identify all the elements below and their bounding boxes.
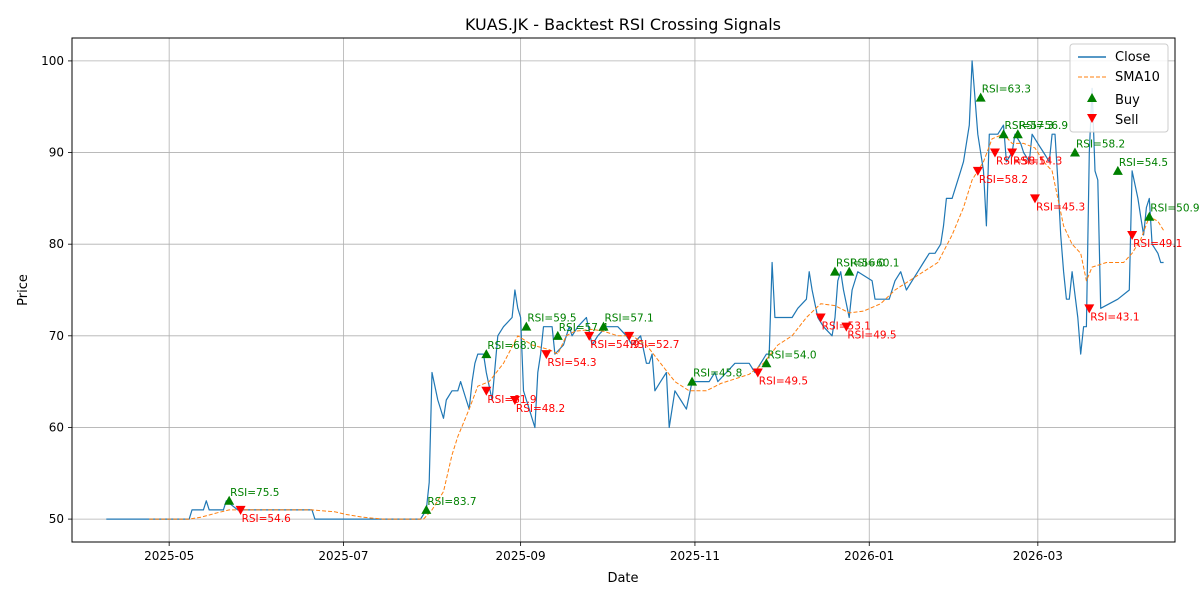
sell-signal-marker bbox=[841, 322, 852, 332]
buy-signal-label: RSI=54.0 bbox=[767, 349, 816, 361]
sell-signal-marker bbox=[624, 331, 635, 341]
buy-signal-label: RSI=57.1 bbox=[604, 313, 653, 325]
buy-signal-marker bbox=[224, 495, 235, 505]
buy-signal-marker bbox=[598, 321, 609, 331]
y-tick-label: 60 bbox=[49, 420, 64, 434]
y-axis-title: Price bbox=[16, 274, 31, 306]
y-tick-label: 50 bbox=[49, 512, 64, 526]
sell-signal-marker bbox=[1007, 148, 1018, 158]
buy-signal-marker bbox=[552, 330, 563, 340]
x-tick-label: 2026-01 bbox=[844, 549, 894, 563]
sell-signal-marker bbox=[1084, 304, 1095, 314]
buy-signal-marker bbox=[1112, 165, 1123, 175]
tick-layer: 2025-05 2025-07 2025-09 2025-11 2026-01 2026-… bbox=[41, 54, 1063, 563]
sell-signal-marker bbox=[584, 331, 595, 341]
sell-signal-label: RSI=49.5 bbox=[759, 375, 808, 387]
legend: Close SMA10 Buy Sell bbox=[1069, 43, 1169, 133]
sell-signal-label: RSI=54.3 bbox=[1013, 156, 1062, 168]
sell-signal-marker bbox=[972, 166, 983, 176]
sell-signal-marker bbox=[541, 350, 552, 360]
x-tick-label: 2025-11 bbox=[670, 549, 720, 563]
buy-signal-label: RSI=59.5 bbox=[527, 313, 576, 325]
buy-signal-label: RSI=58.2 bbox=[1076, 139, 1125, 151]
legend-sell-label: Sell bbox=[1115, 113, 1138, 128]
buy-signal-marker bbox=[975, 92, 986, 102]
sell-signal-marker bbox=[481, 386, 492, 396]
plot-frame bbox=[71, 37, 1176, 543]
legend-sma-label: SMA10 bbox=[1115, 70, 1160, 85]
sell-signal-marker bbox=[1127, 231, 1138, 241]
close-line bbox=[106, 60, 1164, 520]
legend-buy-label: Buy bbox=[1115, 93, 1140, 108]
sma10-line bbox=[149, 133, 1165, 520]
buy-signal-marker bbox=[761, 358, 772, 368]
buy-signal-marker bbox=[1012, 129, 1023, 139]
legend-buy-marker bbox=[1087, 93, 1097, 102]
grid-layer bbox=[72, 38, 1175, 542]
buy-signal-label: RSI=57.3 bbox=[1005, 120, 1054, 132]
sell-signal-label: RSI=45.3 bbox=[1036, 201, 1085, 213]
signal-layer: RSI=75.5 RSI=54.6 RSI=83.7 RSI=68.0 RSI=61.9… bbox=[224, 84, 1200, 525]
buy-signal-label: RSI=68.0 bbox=[487, 340, 536, 352]
sell-signal-label: RSI=48.2 bbox=[516, 403, 565, 415]
sell-signal-label: RSI=49.5 bbox=[847, 330, 896, 342]
buy-signal-label: RSI=75.5 bbox=[230, 487, 279, 499]
sell-signal-marker bbox=[815, 313, 826, 323]
sell-signal-label: RSI=54.9 bbox=[590, 339, 639, 351]
buy-signal-label: RSI=56.0 bbox=[836, 258, 885, 270]
buy-signal-marker bbox=[998, 129, 1009, 139]
x-axis-title: Date bbox=[607, 571, 638, 586]
buy-signal-marker bbox=[421, 504, 432, 514]
buy-signal-label: RSI=54.5 bbox=[1119, 157, 1168, 169]
buy-signal-label: RSI=63.3 bbox=[982, 84, 1031, 96]
sell-signal-label: RSI=58.1 bbox=[996, 156, 1045, 168]
buy-signal-marker bbox=[1069, 147, 1080, 157]
sell-signal-marker bbox=[989, 148, 1000, 158]
sell-signal-label: RSI=43.1 bbox=[1090, 311, 1139, 323]
x-tick-label: 2025-07 bbox=[318, 549, 368, 563]
sell-signal-label: RSI=54.3 bbox=[547, 357, 596, 369]
buy-signal-label: RSI=83.7 bbox=[427, 496, 476, 508]
legend-sell-marker bbox=[1087, 114, 1097, 123]
y-tick-label: 80 bbox=[49, 237, 64, 251]
buy-signal-label: RSI=56.9 bbox=[1019, 120, 1068, 132]
buy-signal-label: RSI=57.4 bbox=[559, 322, 609, 334]
buy-signal-marker bbox=[687, 376, 698, 386]
buy-signal-marker bbox=[844, 266, 855, 276]
sell-signal-label: RSI=54.6 bbox=[242, 513, 292, 525]
buy-signal-marker bbox=[829, 266, 840, 276]
x-tick-label: 2025-05 bbox=[144, 549, 194, 563]
buy-signal-label: RSI=45.8 bbox=[693, 368, 742, 380]
series-layer bbox=[106, 60, 1165, 520]
sell-signal-label: RSI=52.7 bbox=[630, 339, 679, 351]
sell-signal-marker bbox=[752, 368, 763, 378]
buy-signal-marker bbox=[1144, 211, 1155, 221]
chart-title: KUAS.JK - Backtest RSI Crossing Signals bbox=[465, 15, 781, 34]
sell-signal-label: RSI=61.9 bbox=[487, 394, 536, 406]
x-tick-label: 2025-09 bbox=[496, 549, 546, 563]
sell-signal-marker bbox=[509, 395, 520, 405]
sell-signal-label: RSI=49.1 bbox=[1133, 238, 1182, 250]
y-tick-label: 70 bbox=[49, 329, 64, 343]
buy-signal-marker bbox=[521, 321, 532, 331]
x-tick-label: 2026-03 bbox=[1013, 549, 1063, 563]
buy-signal-label: RSI=60.1 bbox=[850, 258, 899, 270]
legend-box bbox=[1069, 43, 1169, 133]
sell-signal-marker bbox=[1029, 194, 1040, 204]
buy-signal-marker bbox=[481, 349, 492, 359]
y-tick-label: 90 bbox=[49, 146, 64, 160]
sell-signal-label: RSI=58.2 bbox=[979, 174, 1028, 186]
legend-close-label: Close bbox=[1115, 50, 1150, 65]
y-tick-label: 100 bbox=[41, 54, 64, 68]
sell-signal-marker bbox=[235, 505, 246, 515]
